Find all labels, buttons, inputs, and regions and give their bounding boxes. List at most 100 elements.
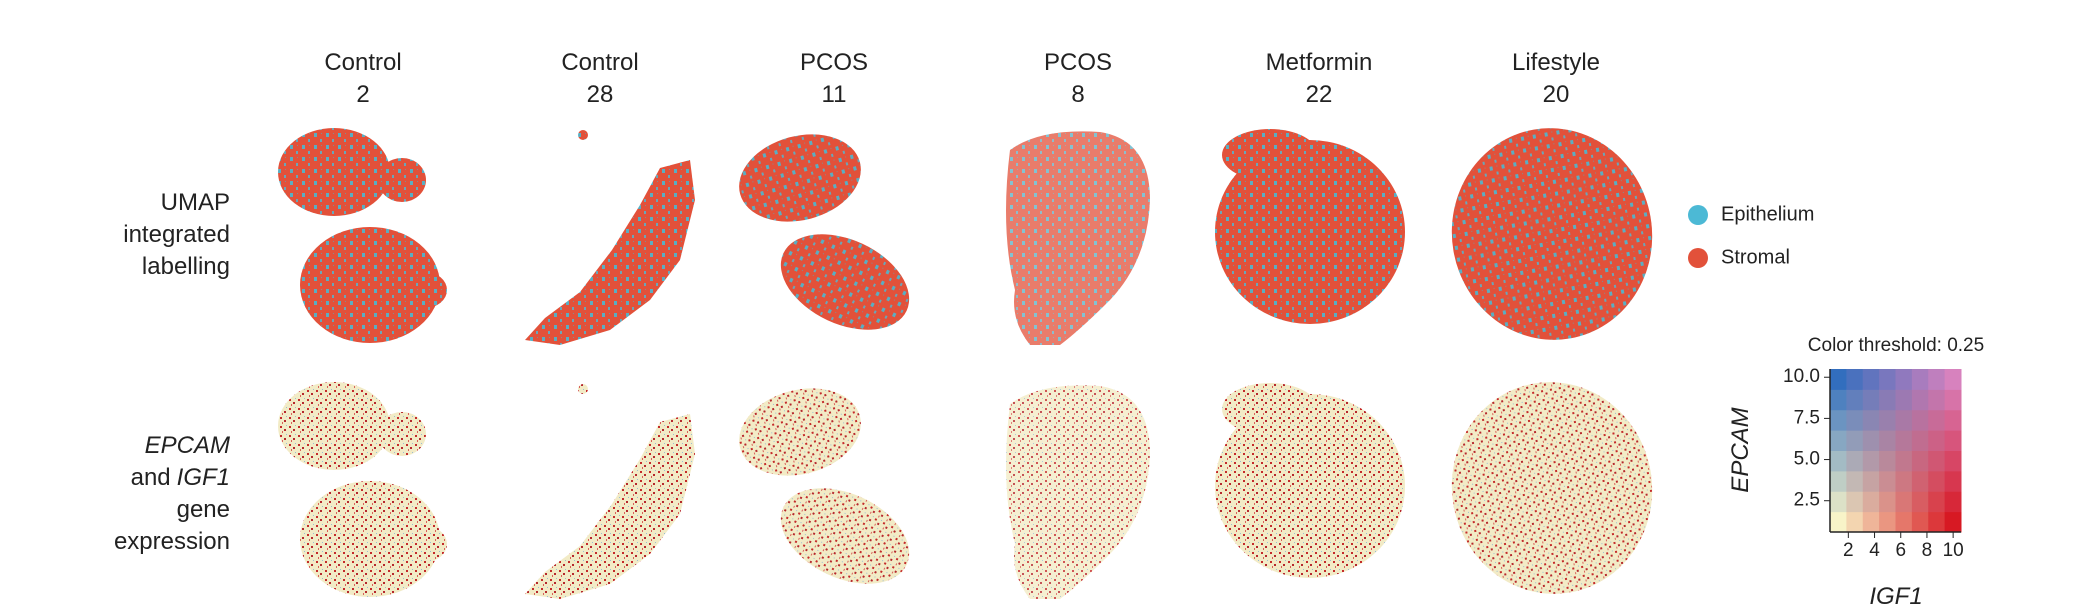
colormap-cell — [1895, 511, 1913, 533]
y-tick-label: 5.0 — [1794, 449, 1820, 470]
colormap-cell — [1944, 409, 1962, 431]
tissue-umap — [729, 121, 925, 349]
colormap-cell — [1846, 511, 1864, 533]
column-id: 28 — [587, 81, 614, 108]
column-group: Control — [324, 49, 401, 76]
colormap-cell — [1944, 389, 1962, 411]
colormap-cell — [1944, 511, 1962, 533]
y-tick-label: 10.0 — [1783, 366, 1820, 387]
row-label: integrated — [123, 221, 230, 248]
colormap-cell — [1944, 430, 1962, 451]
column-group: Lifestyle — [1512, 49, 1600, 76]
colormap-title: Color threshold: 0.25 — [1808, 335, 1984, 356]
colormap-cell — [1895, 430, 1913, 451]
x-tick-label: 2 — [1843, 540, 1854, 561]
colormap-cell — [1944, 470, 1962, 492]
column-id: 20 — [1543, 81, 1570, 108]
colormap-cell — [1928, 491, 1946, 513]
colormap: Color threshold: 0.25 IGF1 EPCAM 2 4 6 8 10 1… — [1727, 335, 1984, 609]
colormap-cell — [1830, 369, 1847, 390]
colormap-cell — [1846, 430, 1864, 451]
colormap-cell — [1862, 409, 1880, 431]
colormap-cell — [1879, 470, 1896, 492]
colormap-cell — [1928, 389, 1946, 411]
colormap-cell — [1911, 409, 1929, 431]
colormap-cell — [1862, 369, 1880, 390]
column-group: Metformin — [1266, 49, 1373, 76]
row-labels: UMAP integrated labelling EPCAM and IGF1 … — [114, 189, 230, 555]
tissue-expression — [729, 375, 925, 603]
colormap-cell — [1879, 369, 1896, 390]
colormap-cell — [1846, 369, 1864, 390]
y-tick-label: 2.5 — [1794, 490, 1820, 511]
colormap-cell — [1944, 369, 1962, 390]
colormap-cell — [1879, 491, 1896, 513]
row-label: UMAP — [161, 189, 230, 216]
umap-row — [278, 112, 1669, 356]
legend-swatch — [1688, 205, 1708, 225]
colormap-cell — [1911, 389, 1929, 411]
colormap-cell — [1895, 491, 1913, 513]
legend: Epithelium Stromal — [1688, 203, 1814, 268]
colormap-cell — [1928, 450, 1946, 472]
row-label: EPCAM — [145, 432, 230, 459]
colormap-cell — [1862, 470, 1880, 492]
x-tick-label: 4 — [1869, 540, 1880, 561]
row-label-part: IGF1 — [177, 464, 230, 491]
colormap-cell — [1879, 430, 1896, 451]
expression-row — [278, 366, 1669, 609]
colormap-cell — [1830, 430, 1847, 451]
colormap-cell — [1911, 470, 1929, 492]
row-label: gene — [177, 496, 230, 523]
colormap-cell — [1944, 491, 1962, 513]
colormap-cell — [1928, 409, 1946, 431]
colormap-cell — [1879, 389, 1896, 411]
x-tick-label: 8 — [1922, 540, 1933, 561]
y-tick-label: 7.5 — [1794, 407, 1820, 428]
colormap-cell — [1846, 389, 1864, 411]
tissue-expression — [1006, 385, 1150, 599]
column-group: Control — [561, 49, 638, 76]
column-id: 11 — [822, 81, 847, 108]
column-group: PCOS — [1044, 49, 1112, 76]
row-label-part: and — [131, 464, 171, 491]
row-label: and IGF1 — [131, 464, 230, 491]
colormap-cell — [1830, 491, 1847, 513]
colormap-cell — [1879, 450, 1896, 472]
colormap-cell — [1911, 491, 1929, 513]
colormap-cell — [1830, 450, 1847, 472]
x-tick-label: 6 — [1895, 540, 1906, 561]
colormap-cell — [1830, 511, 1847, 533]
row-label: expression — [114, 528, 230, 555]
colormap-cell — [1928, 369, 1946, 390]
colormap-cell — [1895, 369, 1913, 390]
row-label: labelling — [142, 253, 230, 280]
colormap-cell — [1862, 430, 1880, 451]
tissue-expression — [1435, 366, 1669, 609]
colormap-cell — [1879, 409, 1896, 431]
legend-swatch — [1688, 248, 1708, 268]
legend-label: Stromal — [1721, 246, 1790, 268]
tissue-umap — [525, 130, 695, 345]
colormap-cell — [1846, 491, 1864, 513]
tissue-umap — [1435, 112, 1669, 356]
colormap-cell — [1862, 450, 1880, 472]
colormap-cell — [1911, 430, 1929, 451]
column-id: 8 — [1071, 81, 1084, 108]
colormap-cell — [1830, 409, 1847, 431]
colormap-cell — [1928, 511, 1946, 533]
colormap-cell — [1862, 491, 1880, 513]
colormap-cell — [1928, 470, 1946, 492]
column-id: 2 — [356, 81, 369, 108]
colormap-cell — [1895, 450, 1913, 472]
tissue-expression — [278, 382, 447, 597]
colormap-cell — [1911, 369, 1929, 390]
tissue-umap — [1006, 131, 1150, 345]
colormap-cell — [1895, 389, 1913, 411]
legend-label: Epithelium — [1721, 203, 1814, 225]
colormap-cell — [1862, 511, 1880, 533]
colormap-cell — [1928, 430, 1946, 451]
colormap-cell — [1895, 409, 1913, 431]
